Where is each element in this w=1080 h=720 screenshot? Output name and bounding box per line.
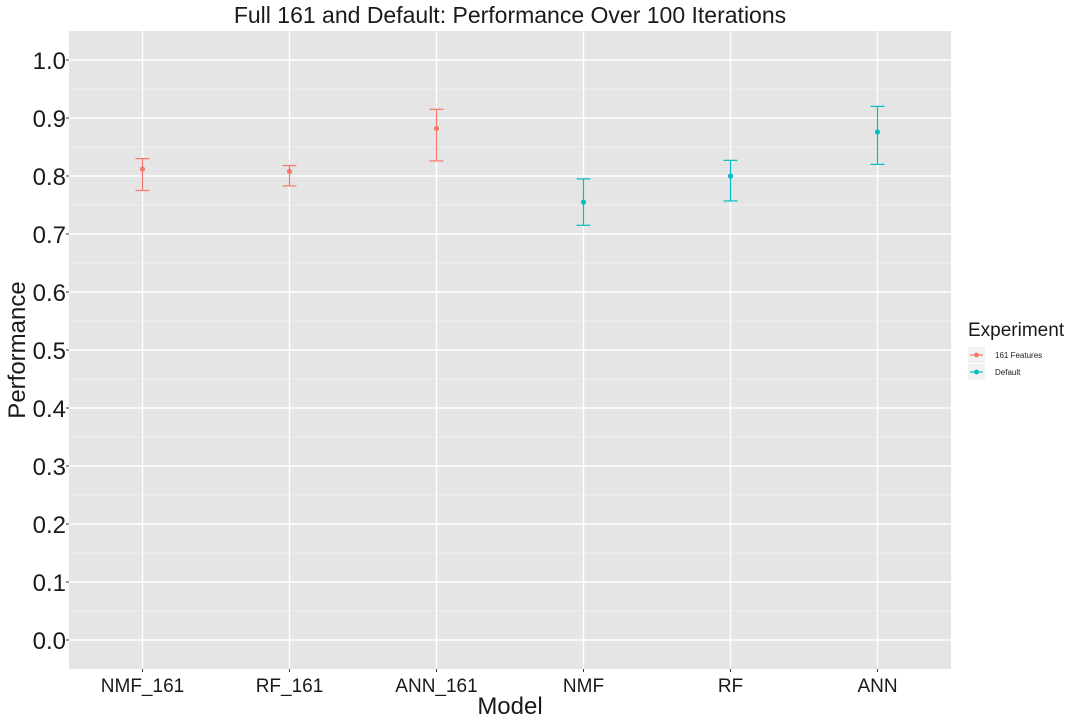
minor-grid (69, 88, 951, 612)
data-point (433, 125, 440, 132)
data-point (874, 129, 881, 135)
y-tick-label: 0.2 (33, 512, 66, 539)
legend-label: Default (995, 368, 1021, 377)
y-tick-label: 0.7 (33, 222, 66, 249)
y-axis-ticks: 0.0 0.1 0.2 0.3 0.4 0.5 0.6 0.7 0.8 0.9 1.0 (33, 48, 69, 655)
y-tick-label: 1.0 (33, 48, 66, 75)
x-tick-label: NMF_161 (101, 676, 184, 697)
x-tick-label: ANN (857, 676, 897, 697)
y-tick-label: 0.3 (33, 454, 66, 481)
error-bar (723, 159, 738, 202)
legend-label: 161 Features (995, 351, 1042, 360)
x-tick-label: RF (718, 676, 743, 697)
x-axis-label: Model (477, 693, 542, 720)
chart-title: Full 161 and Default: Performance Over 1… (234, 2, 786, 28)
legend-items: 161 Features Default (968, 347, 1042, 380)
data-points (139, 125, 881, 205)
x-axis-ticks: NMF_161 RF_161 ANN_161 NMF RF ANN (101, 669, 898, 697)
y-tick-label: 0.8 (33, 164, 66, 191)
y-tick-label: 0.9 (33, 106, 66, 133)
error-bar (870, 105, 885, 165)
y-tick-label: 0.5 (33, 338, 66, 365)
legend-title: Experiment (968, 320, 1065, 341)
legend-item: 161 Features (968, 347, 1042, 363)
legend-key-point (974, 352, 979, 358)
legend-key-point (974, 369, 979, 375)
y-tick-label: 0.1 (33, 570, 66, 597)
legend: Experiment 161 Features Default (968, 320, 1065, 380)
error-bar (429, 108, 444, 162)
x-tick-label: ANN_161 (395, 676, 477, 697)
data-point (727, 173, 734, 179)
x-tick-label: NMF (563, 676, 604, 697)
error-bar (135, 158, 150, 192)
y-axis-label: Performance (4, 281, 31, 418)
data-point (139, 166, 146, 172)
data-point (286, 168, 293, 174)
y-tick-label: 0.0 (33, 628, 66, 655)
legend-item: Default (968, 364, 1021, 380)
data-point (580, 199, 587, 205)
y-tick-label: 0.4 (33, 396, 66, 423)
x-tick-label: RF_161 (256, 676, 324, 697)
y-tick-label: 0.6 (33, 280, 66, 307)
